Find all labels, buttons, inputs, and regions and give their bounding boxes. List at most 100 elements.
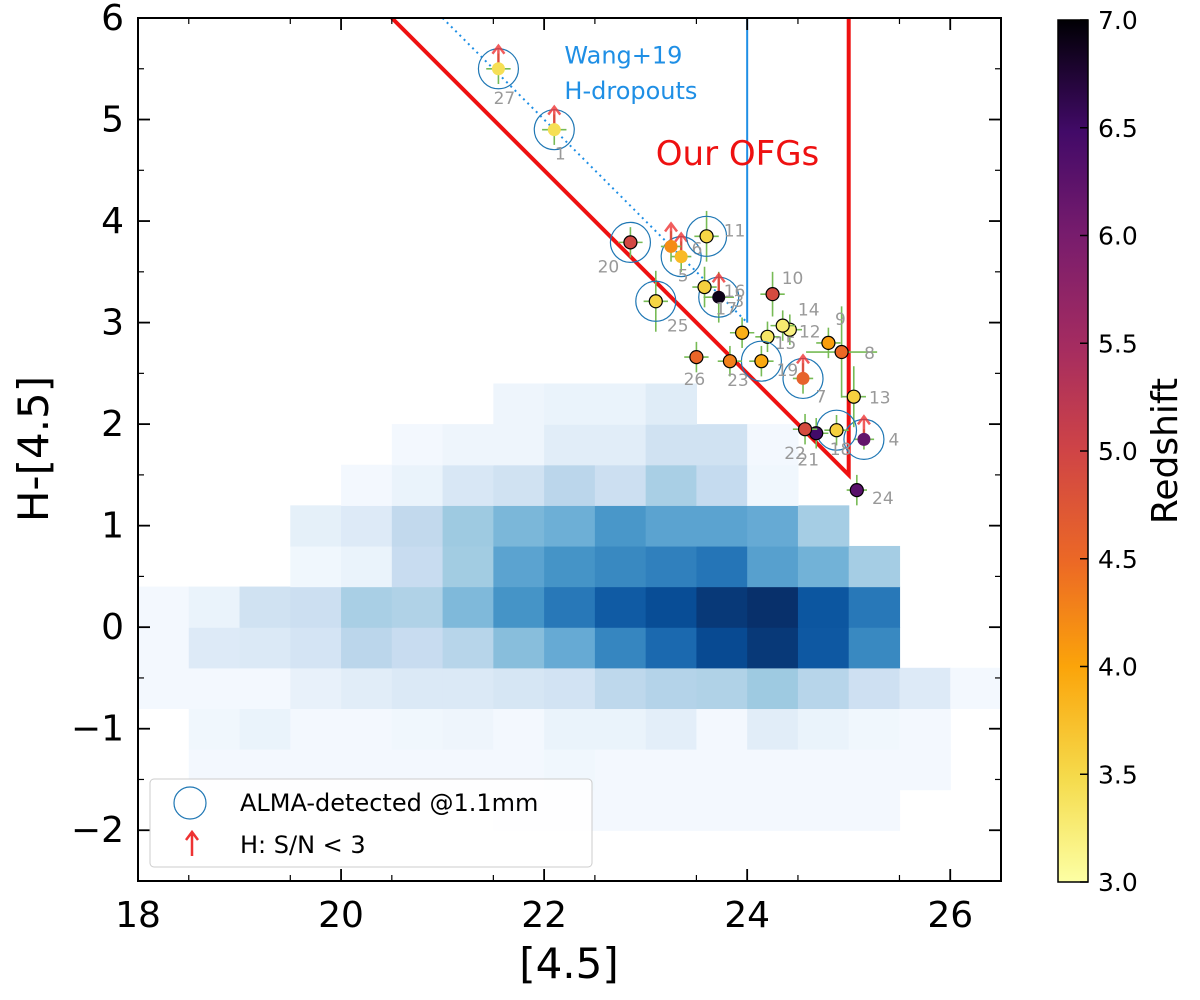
colorbar-tick-label: 7.0 [1098,6,1138,35]
histogram-cell [645,749,698,791]
histogram-cell [797,505,850,547]
y-tick-label: 0 [101,607,124,648]
point-14: 14 [770,301,820,341]
histogram-cell [747,505,799,547]
point-label: 23 [727,371,749,391]
histogram-cell [290,708,342,750]
legend-arrow-icon [185,829,199,856]
histogram-cell [594,749,647,791]
histogram-cell [391,586,444,628]
histogram-cell [138,586,190,628]
point-marker [796,371,810,385]
histogram-cell [696,545,748,588]
histogram-cell [594,464,647,506]
y-tick-label: −1 [71,709,124,750]
histogram-cell [848,545,901,588]
point-label: 21 [797,450,819,470]
point-marker [821,335,836,350]
annotation-our-ofgs: Our OFGs [656,134,819,174]
histogram-cell [594,667,647,709]
histogram-cell [290,667,342,709]
point-label: 27 [494,89,516,109]
point-24: 24 [846,474,894,509]
histogram-cell [138,627,190,669]
histogram-cell [493,383,545,425]
point-marker [834,344,849,360]
point-marker [547,123,561,137]
point-marker [722,354,738,369]
x-tick-label: 24 [724,895,770,936]
histogram-cell [696,505,748,547]
point-label: 14 [798,301,820,321]
colorbar: 3.0 3.5 4.0 4.5 5.0 5.5 6.0 6.5 7.0 Redshift [1057,6,1186,897]
annotation-wang-line1: Wang+19 [564,42,682,70]
histogram-cell [594,545,647,588]
histogram-cell [848,789,901,831]
histogram-cell [341,464,393,506]
colorbar-tick-label: 6.0 [1098,222,1138,251]
y-tick-label: 3 [101,303,124,344]
histogram-cell [848,667,901,709]
colorbar-ticks: 3.0 3.5 4.0 4.5 5.0 5.5 6.0 6.5 7.0 [1080,6,1138,897]
point-marker [829,423,844,438]
point-marker [754,354,769,369]
point-marker [648,294,663,309]
y-tick-label: 2 [101,404,124,445]
histogram-cell [747,545,799,588]
histogram-cell [899,708,951,750]
histogram-cell [341,586,393,628]
histogram-cell [645,708,698,750]
histogram-cell [645,667,698,709]
histogram-cell [290,627,342,669]
histogram-cell [544,667,596,709]
histogram-cell [188,586,241,628]
point-marker [689,350,704,365]
point-label: 17 [715,300,737,320]
histogram-cell [544,586,596,628]
point-label: 19 [777,361,799,381]
histogram-cell [493,667,545,709]
legend-hsn-label: H: S/N < 3 [240,831,366,859]
point-label: 8 [864,344,875,364]
legend-alma-icon [173,786,207,820]
point-marker [760,329,775,344]
point-marker [857,432,871,446]
histogram-cell [493,545,545,588]
point-marker [846,389,861,404]
histogram-cell [442,545,494,588]
histogram-cell [645,545,698,588]
point-label: 16 [724,282,746,302]
histogram-cell [594,424,647,466]
density-histogram [138,383,1001,831]
data-points: 1345678910111213141516171819202122232425… [477,43,900,509]
histogram-cell [594,383,647,425]
y-axis-label: H-[4.5] [9,376,58,522]
histogram-cell [899,749,951,791]
histogram-cell [544,545,596,588]
point-23: 23 [717,345,749,391]
histogram-cell [391,505,444,547]
point-marker [664,239,678,253]
point-13: 13 [841,366,891,428]
histogram-cell [594,627,647,669]
x-tick-label: 20 [318,895,364,936]
histogram-cell [442,627,494,669]
point-18: 18 [815,409,858,460]
point-label: 4 [889,430,900,450]
point-marker [699,229,714,244]
point-label: 9 [835,310,846,330]
histogram-cell [747,424,799,466]
histogram-cell [188,708,241,750]
point-22: 22 [784,413,818,464]
histogram-cell [341,667,393,709]
histogram-cell [797,789,850,831]
point-label: 13 [869,389,891,409]
point-27: 27 [477,43,520,109]
legend: ALMA-detected @1.1mm H: S/N < 3 [149,778,593,868]
colorbar-tick-label: 5.0 [1098,437,1138,466]
histogram-cell [797,708,850,750]
point-marker [797,422,813,437]
